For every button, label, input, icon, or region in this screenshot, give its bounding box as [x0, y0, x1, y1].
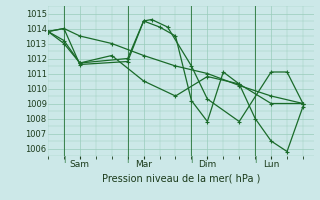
Text: |: | — [254, 156, 256, 163]
Text: |: | — [190, 156, 193, 163]
X-axis label: Pression niveau de la mer( hPa ): Pression niveau de la mer( hPa ) — [102, 173, 260, 183]
Text: |: | — [126, 156, 129, 163]
Text: |: | — [63, 156, 65, 163]
